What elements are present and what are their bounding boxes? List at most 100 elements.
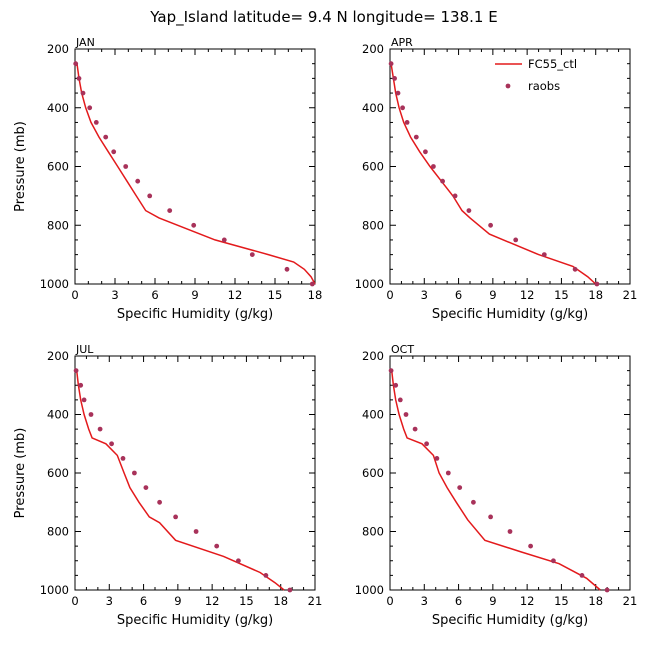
series-line-fc55-ctl-jan: [76, 63, 316, 285]
y-tick-label-jul: 800: [47, 525, 69, 539]
y-tick-label-oct: 800: [362, 525, 384, 539]
data-point-raobs-oct: [445, 470, 451, 476]
data-point-raobs-jan: [191, 222, 197, 228]
y-tick-label-oct: 200: [362, 349, 384, 363]
y-tick-label-oct: 600: [362, 466, 384, 480]
data-point-raobs-jul: [78, 382, 84, 388]
data-point-raobs-apr: [431, 164, 436, 169]
data-point-raobs-jan: [167, 208, 173, 214]
y-tick-label-jan: 400: [47, 101, 69, 115]
series-line-fc55-ctl-apr: [390, 63, 597, 285]
y-tick-label-apr: 400: [362, 101, 384, 115]
data-point-raobs-apr: [572, 266, 578, 272]
data-point-raobs-jul: [73, 368, 79, 373]
data-point-raobs-apr: [423, 149, 428, 155]
x-tick-label-jul: 21: [308, 594, 323, 608]
panels: JAN 0 3 6 9 12 15 18 200 400 600 800 1000 Specific Hu…: [13, 36, 637, 628]
data-point-raobs-oct: [424, 441, 429, 447]
x-tick-label-oct: 18: [588, 594, 603, 608]
data-point-raobs-apr: [466, 208, 472, 214]
data-point-raobs-apr: [594, 281, 600, 287]
data-point-raobs-jan: [103, 134, 109, 140]
panel-jan: JAN 0 3 6 9 12 15 18 200 400 600 800 1000 Specific Hu…: [13, 36, 322, 322]
data-point-raobs-oct: [393, 382, 399, 388]
data-point-raobs-jan: [111, 149, 117, 155]
x-tick-label-jul: 9: [174, 594, 181, 608]
legend: FC55_ctl raobs: [495, 57, 577, 93]
data-point-raobs-jan: [76, 76, 82, 81]
data-point-raobs-jul: [109, 441, 114, 447]
data-point-raobs-apr: [452, 193, 458, 199]
plot-frame-oct: [389, 355, 631, 591]
panel-apr: APR 0 3 6 9 12 15 18 21 200 400 600 800 1000 Specific …: [355, 36, 638, 322]
data-point-raobs-jul: [236, 558, 241, 564]
y-tick-label-jan: 1000: [40, 277, 69, 291]
data-point-raobs-oct: [388, 368, 394, 373]
plot-frame-jan: [74, 48, 316, 285]
y-axis-label-jul: Pressure (mb): [13, 428, 28, 519]
chart-title: Yap_Island latitude= 9.4 N longitude= 13…: [149, 8, 497, 27]
legend-obs-label: raobs: [528, 79, 560, 93]
x-tick-label-apr: 0: [386, 288, 393, 302]
x-tick-label-apr: 6: [455, 288, 462, 302]
data-point-raobs-jul: [143, 485, 149, 490]
y-tick-label-jan: 600: [47, 160, 69, 174]
data-point-raobs-jul: [157, 499, 163, 505]
data-point-raobs-jul: [214, 543, 220, 549]
y-tick-label-oct: 400: [362, 408, 384, 422]
data-point-raobs-jan: [135, 178, 141, 184]
panel-label-oct: OCT: [391, 343, 414, 356]
plot-frame-jul: [74, 355, 316, 591]
data-point-raobs-apr: [404, 120, 410, 125]
data-point-raobs-jul: [173, 514, 179, 520]
data-point-raobs-jan: [221, 237, 227, 243]
data-point-raobs-jul: [287, 587, 293, 593]
data-point-raobs-jul: [132, 470, 137, 476]
series-line-fc55-ctl-jul: [75, 370, 285, 591]
data-point-raobs-jan: [93, 120, 99, 125]
data-point-raobs-oct: [457, 485, 463, 490]
legend-obs-swatch: [505, 83, 511, 89]
y-tick-label-jul: 600: [47, 466, 69, 480]
data-point-raobs-jan: [87, 105, 93, 111]
data-point-raobs-apr: [440, 178, 445, 184]
data-point-raobs-jul: [81, 397, 87, 403]
data-point-raobs-oct: [551, 558, 556, 564]
data-point-raobs-oct: [412, 426, 418, 432]
y-tick-label-apr: 1000: [355, 277, 384, 291]
x-tick-label-oct: 6: [455, 594, 462, 608]
x-tick-label-jan: 15: [268, 288, 283, 302]
x-tick-label-apr: 18: [588, 288, 603, 302]
data-point-raobs-oct: [434, 456, 440, 461]
x-tick-label-jan: 3: [111, 288, 118, 302]
x-tick-label-oct: 3: [421, 594, 428, 608]
y-tick-label-oct: 1000: [355, 583, 384, 597]
data-point-raobs-oct: [488, 514, 493, 520]
data-point-raobs-jan: [73, 61, 79, 67]
data-point-raobs-apr: [488, 222, 493, 228]
x-axis-label-apr: Specific Humidity (g/kg): [432, 307, 588, 322]
panel-oct: OCT 0 3 6 9 12 15 18 21 200 400 600 800 1000 Specific …: [355, 343, 638, 628]
x-tick-label-jan: 6: [151, 288, 158, 302]
plot-frame-apr: [389, 48, 631, 285]
y-tick-label-jul: 1000: [40, 583, 69, 597]
x-axis-label-jul: Specific Humidity (g/kg): [117, 613, 273, 628]
y-tick-label-apr: 200: [362, 42, 384, 56]
data-point-raobs-oct: [528, 543, 533, 549]
x-axis-label-jan: Specific Humidity (g/kg): [117, 307, 273, 322]
x-tick-label-jan: 9: [191, 288, 198, 302]
x-tick-label-apr: 15: [554, 288, 569, 302]
panel-label-jan: JAN: [75, 36, 95, 49]
y-tick-label-jan: 800: [47, 218, 69, 232]
x-tick-label-apr: 9: [489, 288, 496, 302]
data-point-raobs-apr: [413, 134, 419, 140]
data-point-raobs-jul: [263, 573, 269, 578]
data-point-raobs-jan: [284, 266, 290, 272]
x-tick-label-apr: 12: [520, 288, 535, 302]
x-tick-label-jul: 12: [205, 594, 220, 608]
x-tick-label-jan: 12: [228, 288, 243, 302]
legend-model-label: FC55_ctl: [528, 57, 577, 71]
x-tick-label-jul: 18: [273, 594, 288, 608]
x-tick-label-apr: 21: [623, 288, 638, 302]
